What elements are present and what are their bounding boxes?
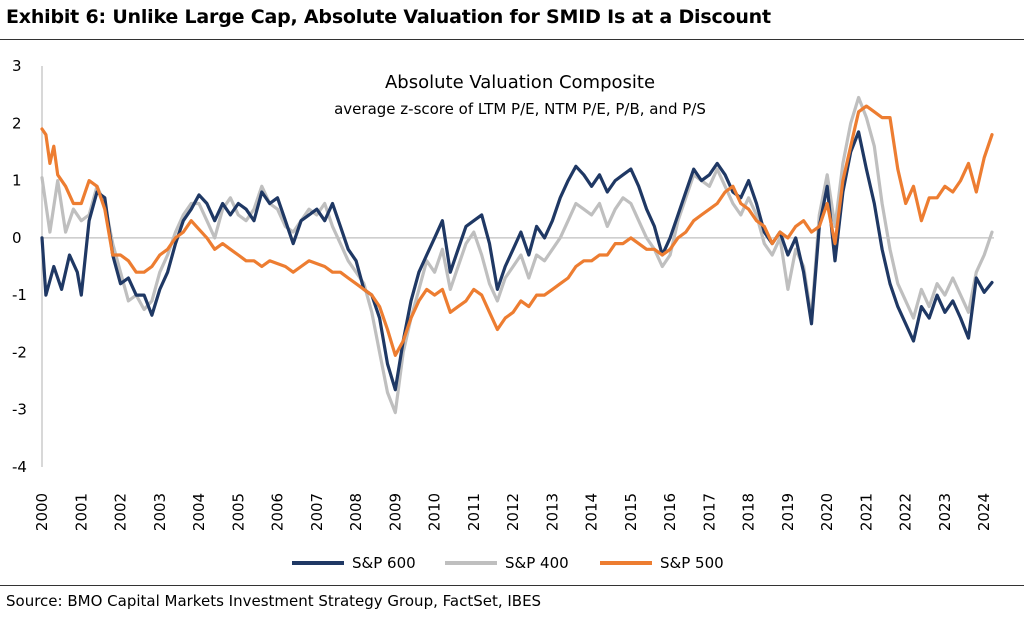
x-tick-label: 2017 <box>700 493 718 531</box>
chart-title: Absolute Valuation Composite <box>385 72 655 93</box>
legend-item-sp400: S&P 400 <box>445 552 569 574</box>
chart-legend: S&P 600 S&P 400 S&P 500 <box>0 552 1024 574</box>
y-tick-label: 0 <box>12 229 22 247</box>
legend-label-sp600: S&P 600 <box>352 554 416 572</box>
series-line-sp400 <box>40 95 994 415</box>
x-tick-label: 2018 <box>740 493 758 531</box>
x-tick-label: 2020 <box>818 493 836 531</box>
x-axis: 2000 2001 2002 2003 2004 2005 2006 2007 2008 2009… <box>33 493 993 531</box>
x-tick-label: 2014 <box>583 493 601 531</box>
x-tick-label: 2009 <box>386 493 404 531</box>
legend-label-sp500: S&P 500 <box>660 554 724 572</box>
series-line-sp500 <box>40 104 994 357</box>
x-tick-label: 2015 <box>622 493 640 531</box>
x-tick-label: 2022 <box>897 493 915 531</box>
x-tick-label: 2023 <box>936 493 954 531</box>
x-tick-label: 2013 <box>543 493 561 531</box>
x-tick-label: 2012 <box>504 493 522 531</box>
top-divider <box>0 39 1024 40</box>
x-tick-label: 2001 <box>72 493 90 531</box>
series-layer <box>40 95 994 415</box>
chart-subtitle: average z-score of LTM P/E, NTM P/E, P/B… <box>334 100 706 118</box>
x-tick-label: 2016 <box>661 493 679 531</box>
x-tick-label: 2000 <box>33 493 51 531</box>
x-tick-label: 2003 <box>151 493 169 531</box>
x-tick-label: 2005 <box>229 493 247 531</box>
legend-item-sp500: S&P 500 <box>600 552 724 574</box>
legend-swatch-sp400 <box>445 561 497 565</box>
y-tick-label: -3 <box>12 401 27 419</box>
exhibit-title: Exhibit 6: Unlike Large Cap, Absolute Va… <box>6 6 771 28</box>
legend-swatch-sp500 <box>600 561 652 565</box>
source-note: Source: BMO Capital Markets Investment S… <box>6 592 542 610</box>
x-tick-label: 2021 <box>857 493 875 531</box>
y-tick-label: 3 <box>12 57 22 75</box>
x-tick-label: 2006 <box>269 493 287 531</box>
legend-swatch-sp600 <box>292 561 344 565</box>
legend-label-sp400: S&P 400 <box>505 554 569 572</box>
x-tick-label: 2007 <box>308 493 326 531</box>
y-tick-label: -1 <box>12 286 27 304</box>
x-tick-label: 2008 <box>347 493 365 531</box>
x-tick-label: 2019 <box>779 493 797 531</box>
bottom-divider <box>0 585 1024 586</box>
y-tick-label: 2 <box>12 114 22 132</box>
x-tick-label: 2011 <box>465 493 483 531</box>
x-tick-label: 2004 <box>190 493 208 531</box>
x-tick-label: 2010 <box>426 493 444 531</box>
x-tick-label: 2024 <box>975 493 993 531</box>
y-tick-label: -2 <box>12 343 27 361</box>
x-tick-label: 2002 <box>112 493 130 531</box>
y-tick-label: 1 <box>12 172 22 190</box>
y-axis: 3 2 1 0 -1 -2 -3 -4 <box>12 57 994 476</box>
legend-item-sp600: S&P 600 <box>292 552 416 574</box>
y-tick-label: -4 <box>12 458 27 476</box>
